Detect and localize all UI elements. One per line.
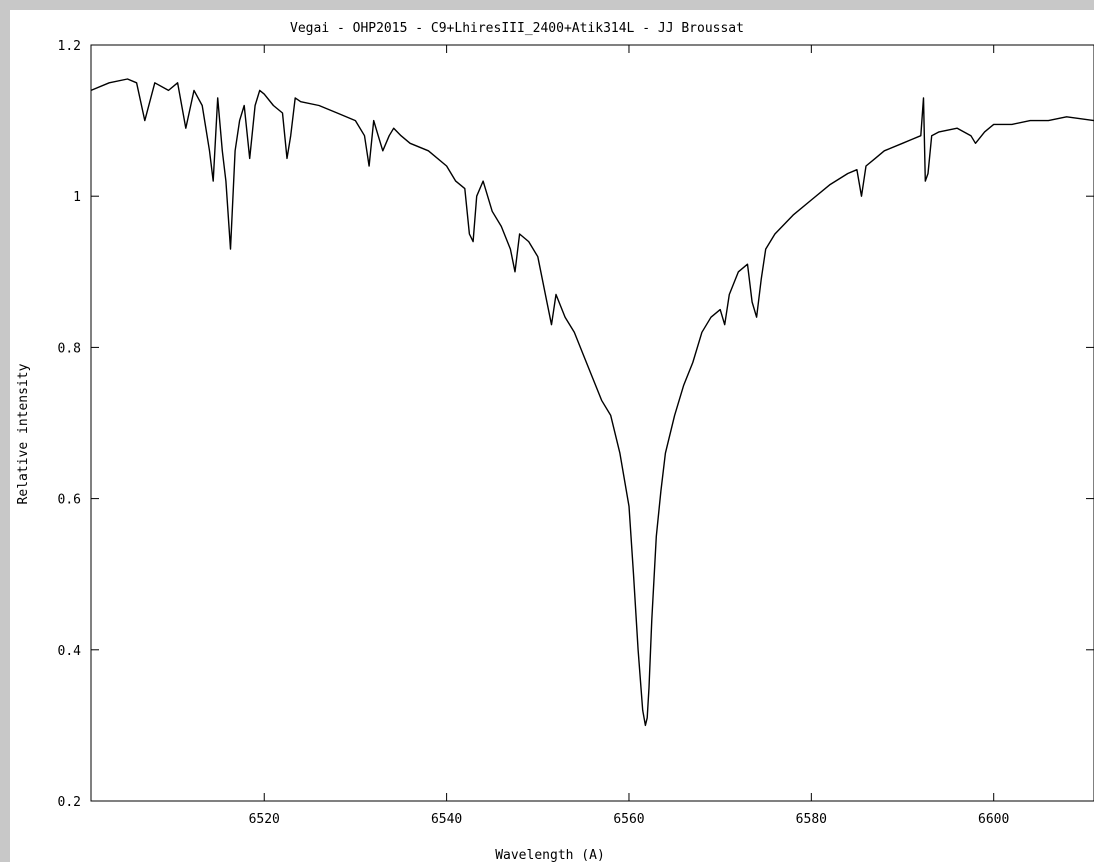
x-axis-label: Wavelength (A) <box>495 848 605 862</box>
x-tick-label: 6580 <box>796 812 827 827</box>
plot-frame: Vegai - OHP2015 - C9+LhiresIII_2400+Atik… <box>10 10 1094 862</box>
y-tick-label: 0.2 <box>58 795 81 810</box>
y-tick-label: 0.4 <box>58 644 82 659</box>
y-tick-label: 0.8 <box>58 341 81 356</box>
x-tick-label: 6520 <box>249 812 280 827</box>
y-tick-label: 1 <box>73 190 81 205</box>
y-tick-label: 0.6 <box>58 493 81 508</box>
x-tick-label: 6540 <box>431 812 462 827</box>
plot-border <box>90 44 1094 802</box>
axis-ticks: 6520 6540 6560 6580 6600 0.2 0.4 0.6 0.8 1 1.2 <box>58 39 1094 827</box>
chart-title: Vegai - OHP2015 - C9+LhiresIII_2400+Atik… <box>290 21 744 36</box>
y-tick-label: 1.2 <box>58 39 81 54</box>
spectrum-chart: Vegai - OHP2015 - C9+LhiresIII_2400+Atik… <box>16 21 1094 862</box>
y-axis-label: Relative intensity <box>16 363 31 504</box>
x-tick-label: 6560 <box>613 812 644 827</box>
x-tick-label: 6600 <box>978 812 1009 827</box>
spectrum-line <box>90 78 1094 727</box>
